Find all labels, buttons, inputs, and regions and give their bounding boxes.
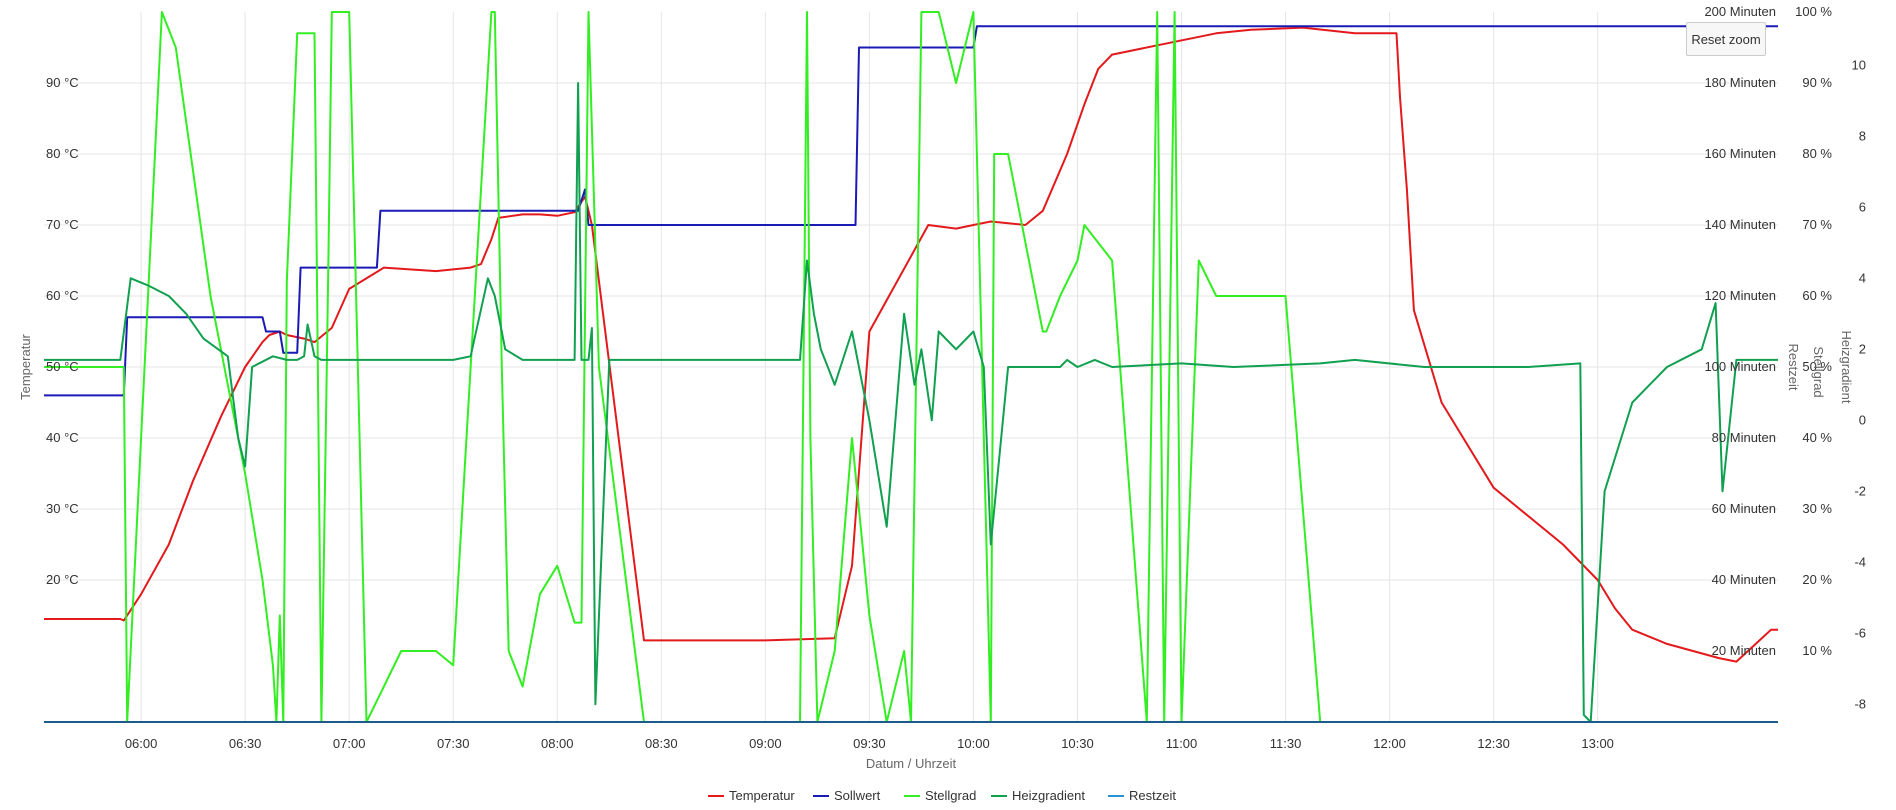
legend-item-restzeit[interactable]: Restzeit [1108, 788, 1176, 803]
x-tick-label: 08:30 [645, 736, 678, 751]
legend-item-sollwert[interactable]: Sollwert [813, 788, 881, 803]
restzeit-tick-label: 40 Minuten [1712, 572, 1776, 587]
restzeit-tick-label: 120 Minuten [1704, 288, 1776, 303]
stellgrad-tick-label: 40 % [1802, 430, 1832, 445]
y-axis-title-restzeit: Restzeit [1786, 344, 1801, 391]
heizgradient-tick-label: -6 [1854, 625, 1866, 640]
x-tick-label: 10:00 [957, 736, 990, 751]
series-line-heizgradient [44, 82, 1778, 723]
stellgrad-tick-label: 50 % [1802, 359, 1832, 374]
heizgradient-tick-label: -8 [1854, 696, 1866, 711]
temperature-tick-label: 80 °C [46, 146, 79, 161]
x-tick-label: 12:30 [1477, 736, 1510, 751]
stellgrad-tick-label: 60 % [1802, 288, 1832, 303]
temperature-tick-label: 70 °C [46, 217, 79, 232]
legend-label: Restzeit [1129, 788, 1176, 803]
y-axis-title-heizgradient: Heizgradient [1839, 331, 1854, 404]
x-tick-label: 10:30 [1061, 736, 1094, 751]
restzeit-tick-label: 180 Minuten [1704, 75, 1776, 90]
legend[interactable]: Temperatur Sollwert Stellgrad Heizgradient R… [708, 788, 1176, 803]
x-tick-label: 11:00 [1166, 736, 1198, 751]
temperature-tick-label: 50 °C [46, 359, 79, 374]
legend-label: Heizgradient [1012, 788, 1085, 803]
stellgrad-tick-label: 30 % [1802, 501, 1832, 516]
stellgrad-tick-label: 10 % [1802, 643, 1832, 658]
temperature-tick-label: 90 °C [46, 75, 79, 90]
reset-zoom-button[interactable]: Reset zoom [1686, 22, 1766, 56]
stellgrad-tick-label: 70 % [1802, 217, 1832, 232]
heizgradient-tick-label: 10 [1852, 57, 1866, 72]
x-tick-label: 13:00 [1581, 736, 1614, 751]
series-line-sollwert [44, 25, 1778, 397]
restzeit-tick-label: 140 Minuten [1704, 217, 1776, 232]
heizgradient-tick-label: 0 [1859, 412, 1866, 427]
stellgrad-tick-label: 80 % [1802, 146, 1832, 161]
stellgrad-tick-label: 90 % [1802, 75, 1832, 90]
axes: 06:00 06:30 07:00 07:30 08:00 08:30 09:00 09:30… [18, 4, 1866, 771]
legend-item-temperatur[interactable]: Temperatur [708, 788, 795, 803]
series-line-temperatur [44, 26, 1778, 663]
x-tick-label: 11:30 [1270, 736, 1302, 751]
x-tick-label: 06:30 [229, 736, 262, 751]
y-axis-title-stellgrad: Stellgrad [1811, 346, 1826, 397]
restzeit-tick-label: 20 Minuten [1712, 643, 1776, 658]
heizgradient-tick-label: -4 [1854, 554, 1866, 569]
x-axis-title: Datum / Uhrzeit [866, 756, 957, 771]
restzeit-tick-label: 160 Minuten [1704, 146, 1776, 161]
restzeit-tick-label: 80 Minuten [1712, 430, 1776, 445]
heizgradient-tick-label: -2 [1854, 483, 1866, 498]
x-tick-label: 12:00 [1373, 736, 1406, 751]
temperature-tick-label: 20 °C [46, 572, 79, 587]
temperature-tick-label: 40 °C [46, 430, 79, 445]
stellgrad-tick-label: 20 % [1802, 572, 1832, 587]
restzeit-tick-label: 100 Minuten [1704, 359, 1776, 374]
x-tick-label: 06:00 [125, 736, 158, 751]
legend-label: Sollwert [834, 788, 881, 803]
heizgradient-tick-label: 4 [1859, 270, 1866, 285]
legend-item-heizgradient[interactable]: Heizgradient [991, 788, 1085, 803]
temperature-tick-label: 60 °C [46, 288, 79, 303]
y-axis-title-temperature: Temperatur [18, 333, 33, 399]
restzeit-tick-label: 60 Minuten [1712, 501, 1776, 516]
heizgradient-tick-label: 6 [1859, 199, 1866, 214]
restzeit-tick-label: 200 Minuten [1704, 4, 1776, 19]
legend-label: Temperatur [729, 788, 795, 803]
x-tick-label: 08:00 [541, 736, 574, 751]
x-tick-label: 07:30 [437, 736, 470, 751]
legend-item-stellgrad[interactable]: Stellgrad [904, 788, 976, 803]
legend-label: Stellgrad [925, 788, 976, 803]
x-tick-label: 09:00 [749, 736, 782, 751]
temperature-tick-label: 30 °C [46, 501, 79, 516]
x-tick-label: 09:30 [853, 736, 886, 751]
stellgrad-tick-label: 100 % [1795, 4, 1832, 19]
x-tick-label: 07:00 [333, 736, 366, 751]
heizgradient-tick-label: 8 [1859, 128, 1866, 143]
heizgradient-tick-label: 2 [1859, 341, 1866, 356]
